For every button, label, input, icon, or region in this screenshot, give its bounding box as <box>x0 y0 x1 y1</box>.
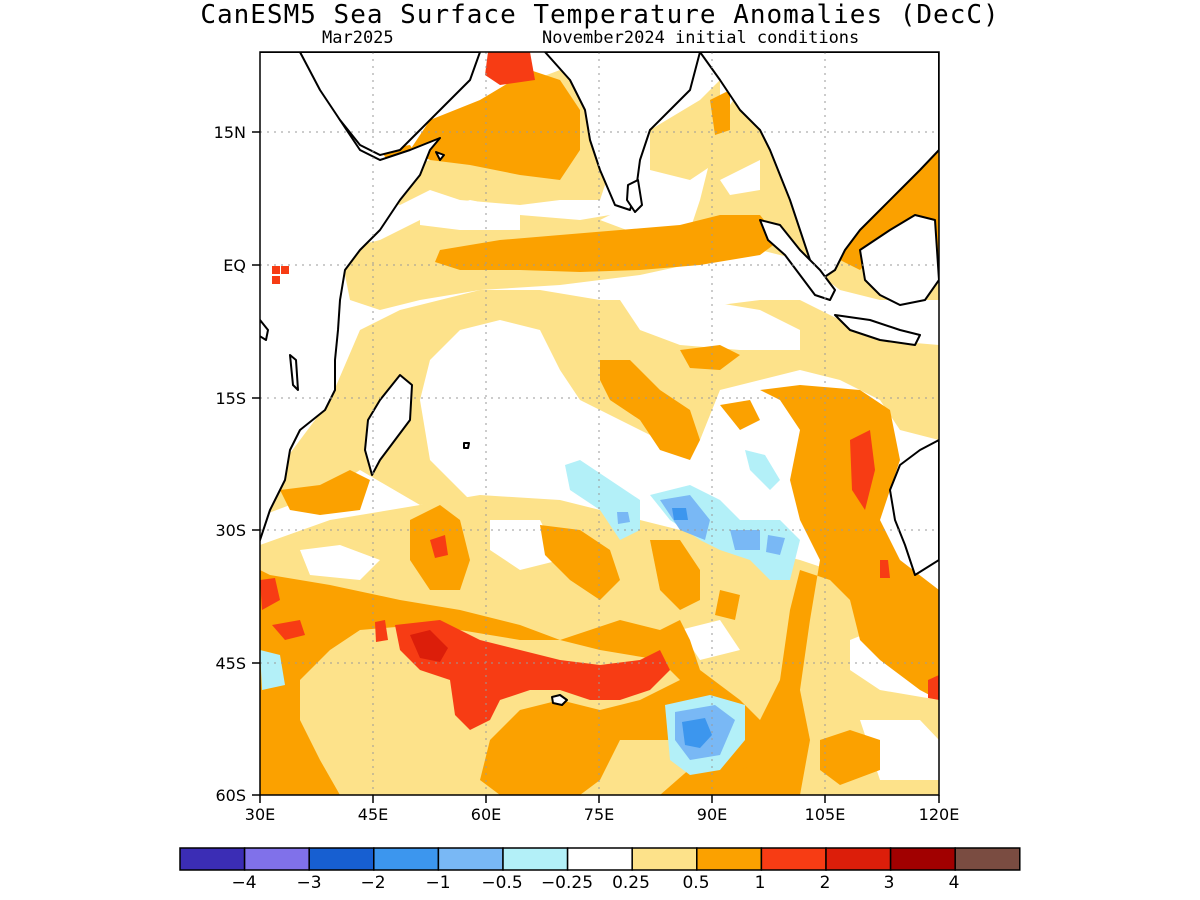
x-tick-label: 75E <box>584 805 614 824</box>
map-title: CanESM5 Sea Surface Temperature Anomalie… <box>200 0 1000 30</box>
y-tick-label: 45S <box>215 654 246 673</box>
colorbar-label: −0.25 <box>541 873 593 893</box>
y-tick-label: 15N <box>214 123 246 142</box>
colorbar-swatch <box>825 847 892 871</box>
colorbar-swatch <box>243 847 310 871</box>
colorbar-label: 1 <box>755 873 766 893</box>
colorbar-label: 2 <box>820 873 831 893</box>
colorbar-label: −3 <box>296 873 321 893</box>
colorbar-label: 4 <box>949 873 960 893</box>
sumatra <box>759 219 836 301</box>
colorbar-label: −4 <box>231 873 256 893</box>
colorbar-swatch <box>502 847 569 871</box>
x-tick-label: 30E <box>245 805 275 824</box>
x-tick-label: 90E <box>697 805 727 824</box>
colorbar-swatch <box>566 847 633 871</box>
x-tick-label: 60E <box>471 805 501 824</box>
colorbar-label: −2 <box>360 873 385 893</box>
anomaly-0.5-1 <box>260 70 939 795</box>
mauritius <box>463 442 470 449</box>
africa-landmass <box>260 52 441 543</box>
lake-victoria-region <box>260 319 269 341</box>
gridlines <box>260 52 939 795</box>
seychelles <box>435 151 445 161</box>
x-tick-label: 45E <box>358 805 388 824</box>
sri-lanka <box>626 179 643 213</box>
kerguelen <box>551 694 568 706</box>
anomaly-neg-1 <box>672 508 712 748</box>
forecast-month: Mar2025 <box>322 28 394 48</box>
anomaly-fields <box>260 52 939 795</box>
colorbar-swatch <box>760 847 827 871</box>
anomaly-2-3 <box>410 630 448 662</box>
initial-conditions-label: November2024 initial conditions <box>542 28 860 48</box>
colorbar-swatch <box>373 847 440 871</box>
colorbar-swatch <box>696 847 763 871</box>
colorbar-swatch <box>308 847 375 871</box>
colorbar-label: 0.5 <box>682 873 709 893</box>
colorbar-swatch <box>437 847 504 871</box>
colorbar-swatch <box>179 847 246 871</box>
x-tick-label: 105E <box>805 805 846 824</box>
colorbar-swatch <box>631 847 698 871</box>
arabia-india-landmass <box>299 52 481 156</box>
colorbar-swatch <box>889 847 956 871</box>
y-tick-label: 15S <box>215 389 246 408</box>
australia-landmass <box>889 439 939 576</box>
y-tick-label: 60S <box>215 786 246 805</box>
java <box>834 314 921 346</box>
colorbar-label: 0.25 <box>612 873 650 893</box>
y-tick-label: 30S <box>215 521 246 540</box>
colorbar <box>179 847 1021 871</box>
borneo <box>859 214 939 306</box>
x-tick-label: 120E <box>919 805 960 824</box>
anomaly-1-2 <box>260 52 939 730</box>
colorbar-label: −0.5 <box>481 873 522 893</box>
land-masses <box>260 52 939 706</box>
colorbar-swatch <box>954 847 1021 871</box>
madagascar <box>364 374 413 476</box>
y-tick-label: EQ <box>223 256 246 275</box>
colorbar-label: 3 <box>884 873 895 893</box>
lake-nyasa <box>289 354 299 391</box>
colorbar-label: −1 <box>425 873 450 893</box>
